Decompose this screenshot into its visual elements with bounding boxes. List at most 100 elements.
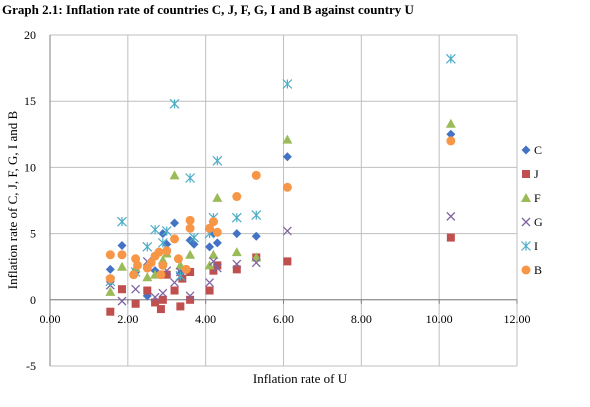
y-tick-label: 5: [30, 227, 36, 241]
data-point-i: [231, 212, 242, 223]
legend-marker-b: [521, 265, 531, 275]
data-point-c: [105, 264, 115, 274]
data-point-b: [133, 260, 143, 270]
data-point-i: [142, 241, 153, 252]
legend-marker-c: [521, 145, 531, 155]
data-point-f: [231, 247, 242, 257]
data-point-b: [162, 246, 172, 256]
data-point-j: [156, 305, 165, 314]
data-point-g: [232, 259, 242, 269]
data-point-i: [185, 173, 196, 183]
data-point-b: [282, 182, 292, 192]
data-point-f: [105, 286, 116, 296]
data-point-i: [150, 224, 160, 235]
legend-label-f: F: [534, 191, 541, 205]
x-tick-label: 4.00: [195, 312, 216, 326]
data-point-c: [212, 238, 222, 248]
data-point-b: [105, 250, 115, 260]
data-point-j: [143, 286, 152, 295]
legend-marker-f: [521, 193, 531, 202]
legend-label-g: G: [534, 215, 543, 229]
data-point-g: [282, 226, 292, 236]
x-tick-label: 2.00: [117, 312, 138, 326]
data-point-j: [232, 265, 241, 274]
data-point-f: [169, 170, 180, 180]
data-point-f: [212, 192, 223, 202]
data-point-f: [116, 261, 127, 271]
data-point-g: [131, 284, 141, 294]
data-point-j: [162, 270, 171, 279]
data-point-g: [208, 256, 218, 266]
legend-label-c: C: [534, 143, 542, 157]
data-point-b: [232, 192, 242, 202]
data-point-c: [158, 229, 168, 239]
data-point-g: [150, 292, 160, 302]
data-point-c: [446, 129, 456, 139]
legend-marker-j: [522, 170, 530, 178]
data-point-b: [173, 254, 183, 264]
tick-labels: -5 0 5 10 15 20 0.00 2.00 4.00 6.00 8.00 10.00 12.00: [24, 28, 531, 373]
y-tick-label: 0: [30, 293, 36, 307]
data-point-j: [170, 286, 179, 295]
data-point-b: [251, 170, 261, 180]
data-point-c: [117, 241, 127, 251]
data-point-g: [251, 258, 261, 268]
data-point-i: [445, 53, 456, 64]
legend-label-b: B: [534, 263, 542, 277]
legend-marker-i: [521, 241, 531, 251]
data-point-b: [205, 223, 215, 233]
data-point-i: [169, 98, 180, 109]
data-point-j: [151, 298, 160, 307]
data-point-g: [446, 211, 456, 221]
series-b: [105, 136, 456, 284]
data-point-f: [251, 252, 262, 262]
data-point-j: [283, 257, 292, 266]
data-point-j: [117, 285, 126, 294]
data-point-i: [212, 155, 223, 166]
data-point-i: [161, 226, 172, 236]
data-point-g: [158, 288, 168, 298]
data-point-b: [154, 247, 164, 257]
data-point-b: [156, 270, 166, 280]
legend-label-i: I: [534, 239, 538, 253]
x-tick-label: 10.00: [426, 312, 453, 326]
data-point-g: [185, 291, 195, 301]
data-point-g: [117, 296, 127, 306]
data-point-b: [146, 258, 156, 268]
data-point-i: [157, 237, 168, 248]
data-point-f: [208, 249, 219, 259]
data-point-g: [212, 263, 222, 273]
data-point-i: [117, 216, 127, 227]
data-point-c: [282, 152, 292, 162]
data-point-b: [181, 264, 191, 274]
x-tick-label: 8.00: [351, 312, 372, 326]
y-tick-label: 15: [24, 94, 36, 108]
data-point-c: [170, 218, 180, 228]
data-point-b: [185, 215, 195, 225]
data-point-b: [158, 260, 168, 270]
data-point-j: [209, 266, 218, 275]
chart-title: Graph 2.1: Inflation rate of countries C…: [2, 2, 415, 17]
data-point-i: [282, 79, 293, 89]
data-point-b: [117, 250, 127, 260]
data-point-b: [212, 227, 222, 237]
data-point-b: [105, 274, 115, 284]
y-tick-label: 20: [24, 28, 36, 42]
axes: [49, 35, 518, 366]
y-tick-label: -5: [26, 359, 36, 373]
data-point-f: [445, 118, 456, 128]
data-point-c: [251, 231, 261, 241]
data-point-f: [185, 249, 196, 259]
series-g: [105, 211, 456, 306]
data-point-j: [446, 233, 455, 242]
x-tick-label: 6.00: [273, 312, 294, 326]
data-point-j: [186, 267, 195, 276]
x-tick-label: 12.00: [504, 312, 531, 326]
data-point-b: [208, 217, 218, 227]
x-tick-label: 0.00: [40, 312, 61, 326]
data-point-j: [158, 295, 167, 304]
data-points: [105, 53, 456, 316]
data-point-f: [282, 134, 293, 144]
